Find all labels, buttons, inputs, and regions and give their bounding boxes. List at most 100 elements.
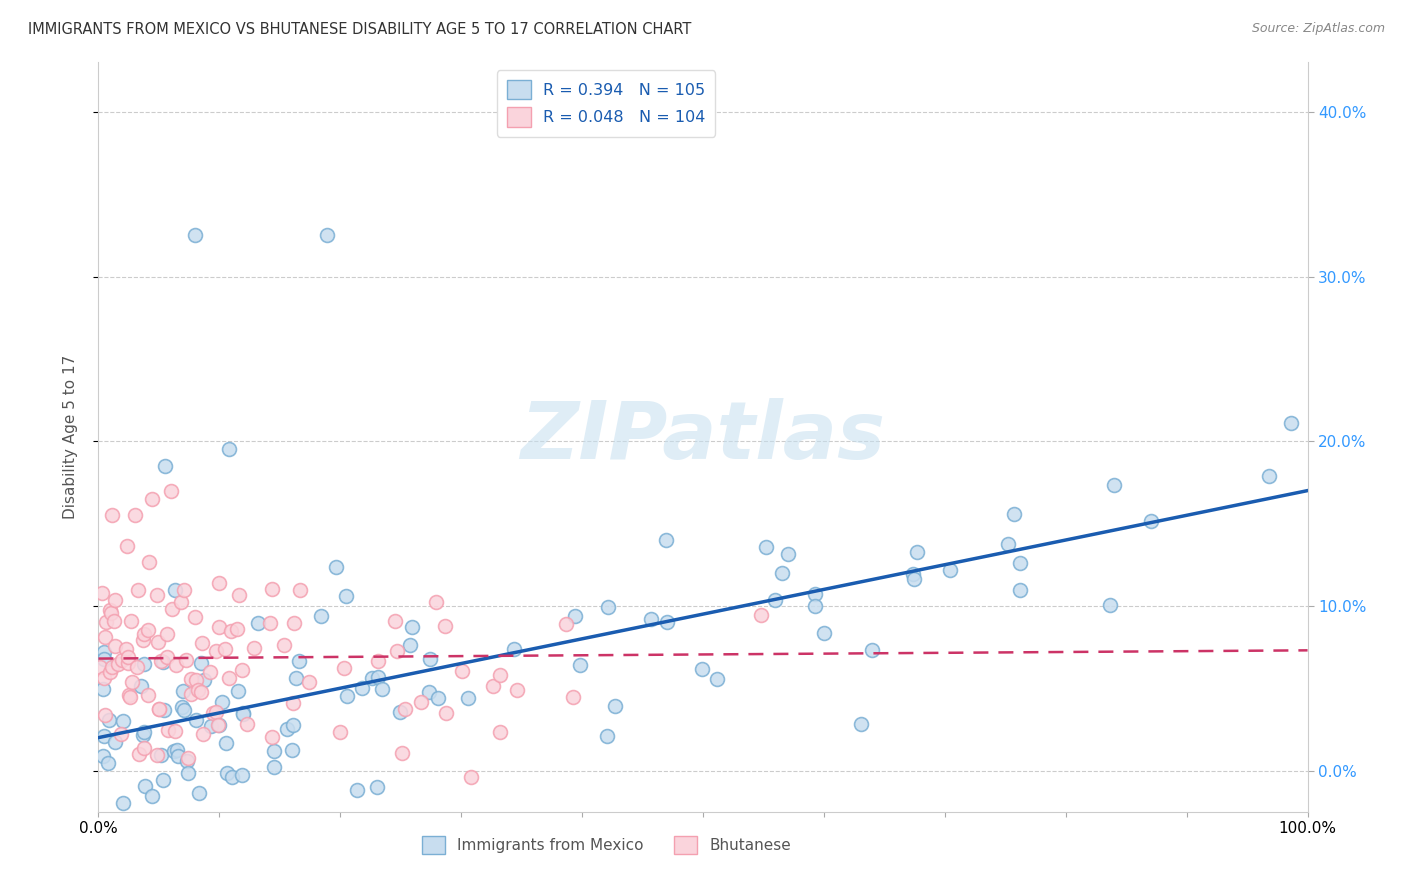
Point — [763, 593, 786, 607]
Point — [97, 713, 120, 727]
Point — [131, 728, 153, 742]
Point — [905, 545, 928, 559]
Point — [361, 671, 384, 685]
Point — [150, 747, 173, 762]
Point — [170, 595, 193, 609]
Point — [219, 624, 242, 639]
Text: Source: ZipAtlas.com: Source: ZipAtlas.com — [1251, 22, 1385, 36]
Y-axis label: Disability Age 5 to 17: Disability Age 5 to 17 — [63, 355, 77, 519]
Point — [160, 602, 183, 616]
Point — [751, 607, 773, 622]
Point — [96, 615, 118, 629]
Point — [562, 690, 585, 705]
Point — [346, 783, 368, 797]
Point — [136, 688, 159, 702]
Point — [803, 586, 825, 600]
Point — [325, 560, 347, 574]
Point — [201, 706, 224, 720]
Point — [263, 760, 285, 774]
Point — [329, 724, 352, 739]
Point — [101, 508, 124, 523]
Point — [288, 654, 311, 668]
Point — [94, 707, 117, 722]
Point — [803, 599, 825, 613]
Point — [333, 661, 356, 675]
Point — [177, 765, 200, 780]
Point — [141, 491, 163, 506]
Point — [263, 744, 285, 758]
Point — [187, 786, 209, 800]
Point — [221, 770, 243, 784]
Point — [173, 582, 195, 597]
Point — [148, 702, 170, 716]
Point — [281, 696, 304, 710]
Point — [211, 695, 233, 709]
Point — [218, 672, 240, 686]
Point — [152, 656, 174, 670]
Point — [391, 746, 413, 760]
Point — [180, 672, 202, 686]
Point — [100, 665, 122, 680]
Point — [148, 702, 170, 716]
Point — [433, 619, 456, 633]
Point — [273, 639, 295, 653]
Point — [97, 756, 120, 771]
Legend: Immigrants from Mexico, Bhutanese: Immigrants from Mexico, Bhutanese — [416, 830, 797, 860]
Point — [259, 616, 281, 631]
Point — [367, 654, 389, 668]
Point — [283, 616, 305, 631]
Point — [115, 642, 138, 657]
Point — [481, 679, 503, 693]
Point — [755, 541, 778, 555]
Point — [103, 592, 125, 607]
Text: IMMIGRANTS FROM MEXICO VS BHUTANESE DISABILITY AGE 5 TO 17 CORRELATION CHART: IMMIGRANTS FROM MEXICO VS BHUTANESE DISA… — [28, 22, 692, 37]
Point — [120, 690, 142, 704]
Point — [159, 483, 181, 498]
Point — [849, 717, 872, 731]
Point — [153, 703, 176, 717]
Point — [335, 589, 357, 603]
Point — [134, 779, 156, 793]
Point — [120, 615, 142, 629]
Point — [419, 652, 441, 666]
Point — [243, 640, 266, 655]
Point — [706, 672, 728, 686]
Point — [225, 623, 247, 637]
Point — [167, 749, 190, 764]
Point — [228, 588, 250, 602]
Point — [457, 691, 479, 706]
Point — [200, 719, 222, 733]
Point — [1002, 508, 1025, 522]
Point — [198, 665, 221, 679]
Point — [184, 610, 207, 624]
Point — [770, 566, 793, 580]
Point — [371, 681, 394, 696]
Point — [939, 562, 962, 576]
Point — [91, 586, 114, 600]
Point — [127, 583, 149, 598]
Point — [1257, 469, 1279, 483]
Point — [231, 663, 253, 677]
Point — [152, 772, 174, 787]
Point — [115, 539, 138, 553]
Point — [174, 653, 197, 667]
Point — [276, 722, 298, 736]
Point — [191, 636, 214, 650]
Point — [260, 582, 283, 597]
Point — [384, 615, 406, 629]
Point — [506, 683, 529, 698]
Point — [136, 624, 159, 638]
Point — [460, 770, 482, 784]
Point — [434, 706, 457, 720]
Point — [184, 673, 207, 687]
Point — [207, 718, 229, 732]
Point — [93, 652, 115, 666]
Point — [91, 749, 114, 764]
Point — [93, 645, 115, 659]
Point — [107, 657, 129, 672]
Point — [394, 702, 416, 716]
Point — [193, 673, 215, 688]
Point — [260, 730, 283, 744]
Point — [205, 705, 228, 719]
Point — [104, 639, 127, 653]
